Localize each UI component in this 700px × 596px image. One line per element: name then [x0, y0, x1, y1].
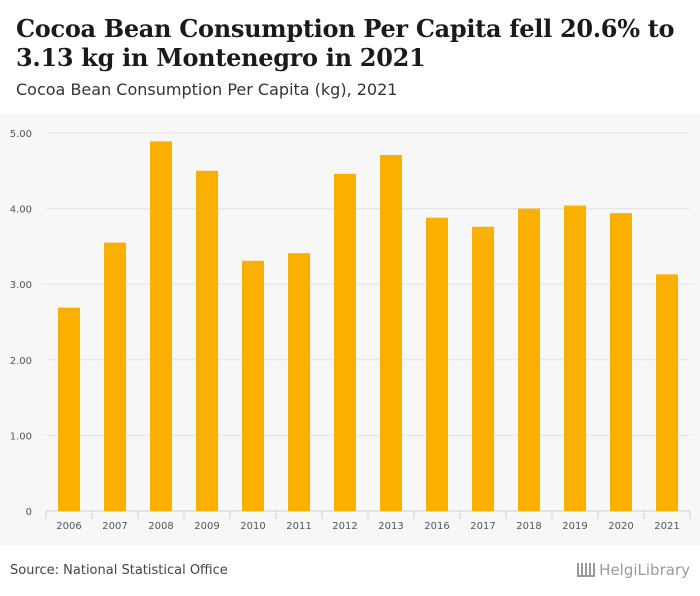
bar: [656, 274, 678, 511]
x-tick-label: 2021: [654, 521, 679, 532]
bar: [288, 253, 310, 512]
chart-area: 0 1.00 2.00 3.00 4.00 5.00 2006 2007 2008 2009 201…: [0, 114, 700, 545]
bar: [196, 170, 218, 512]
bar: [472, 226, 494, 511]
bar-chart: 0 1.00 2.00 3.00 4.00 5.00 2006 2007 2008 2009 201…: [10, 129, 691, 532]
bar: [610, 213, 632, 512]
x-tick-label: 2018: [516, 521, 541, 532]
y-tick-label: 0: [26, 507, 32, 518]
chart-subtitle: Cocoa Bean Consumption Per Capita (kg), …: [16, 80, 398, 99]
bar: [564, 205, 586, 511]
y-tick-label: 4.00: [10, 205, 32, 216]
bar: [150, 141, 172, 512]
x-tick-label: 2012: [332, 521, 357, 532]
x-tick-label: 2020: [608, 521, 633, 532]
y-tick-label: 2.00: [10, 356, 32, 367]
x-tick-label: 2009: [194, 521, 219, 532]
bar: [380, 154, 402, 511]
x-tick-label: 2008: [148, 521, 173, 532]
y-tick-label: 5.00: [10, 129, 32, 140]
x-tick-label: 2010: [240, 521, 265, 532]
y-tick-label: 1.00: [10, 431, 32, 442]
x-tick-label: 2013: [378, 521, 403, 532]
library-icon: [577, 563, 596, 577]
chart-title: Cocoa Bean Consumption Per Capita fell 2…: [16, 14, 675, 72]
y-tick-label: 3.00: [10, 280, 32, 291]
x-tick-label: 2007: [102, 521, 127, 532]
x-tick-label: 2017: [470, 521, 495, 532]
bar: [104, 242, 126, 511]
x-tick-label: 2011: [286, 521, 311, 532]
bar: [242, 260, 264, 511]
bar: [426, 217, 448, 511]
logo-text: HelgiLibrary: [599, 561, 690, 579]
x-tick-label: 2019: [562, 521, 587, 532]
helgi-library-logo: HelgiLibrary: [577, 561, 690, 579]
bar: [58, 307, 80, 511]
bar: [518, 208, 540, 511]
bar: [334, 173, 356, 511]
x-tick-label: 2016: [424, 521, 449, 532]
x-tick-label: 2006: [56, 521, 81, 532]
source-note: Source: National Statistical Office: [10, 563, 228, 578]
